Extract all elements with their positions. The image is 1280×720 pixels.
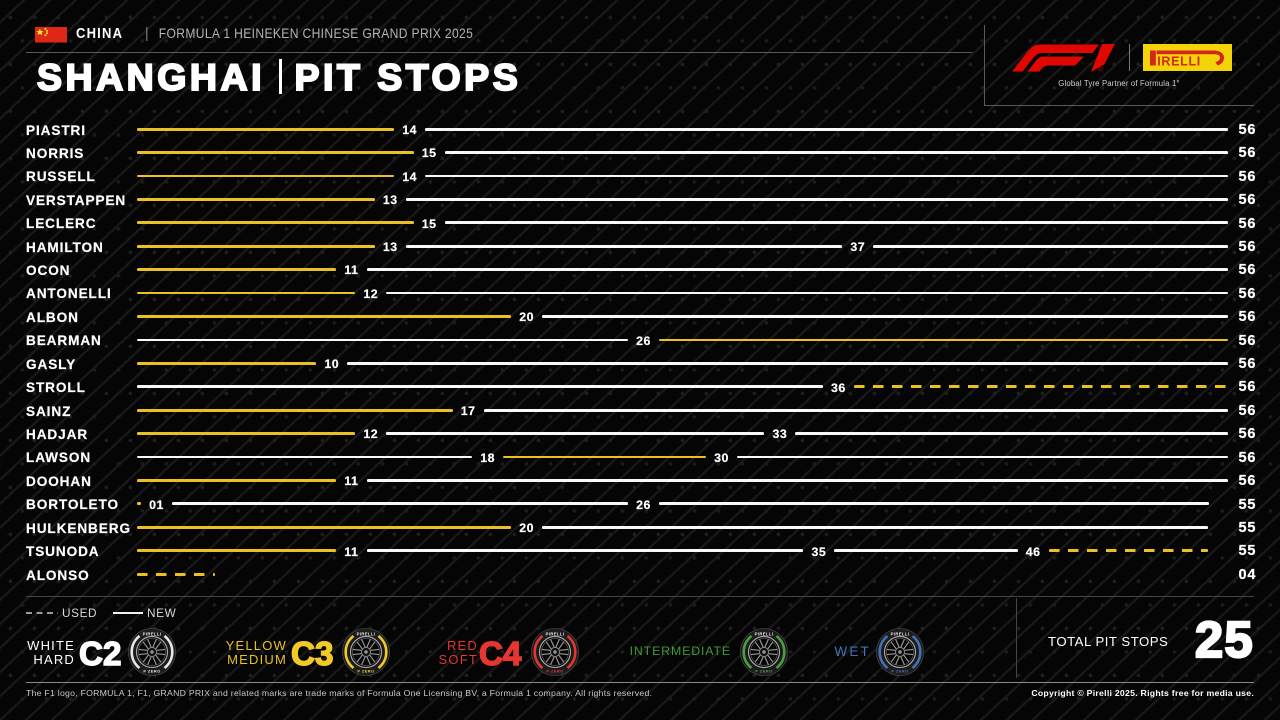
svg-text:®: ® bbox=[1098, 65, 1103, 72]
svg-text:IRELLI: IRELLI bbox=[1157, 55, 1201, 69]
